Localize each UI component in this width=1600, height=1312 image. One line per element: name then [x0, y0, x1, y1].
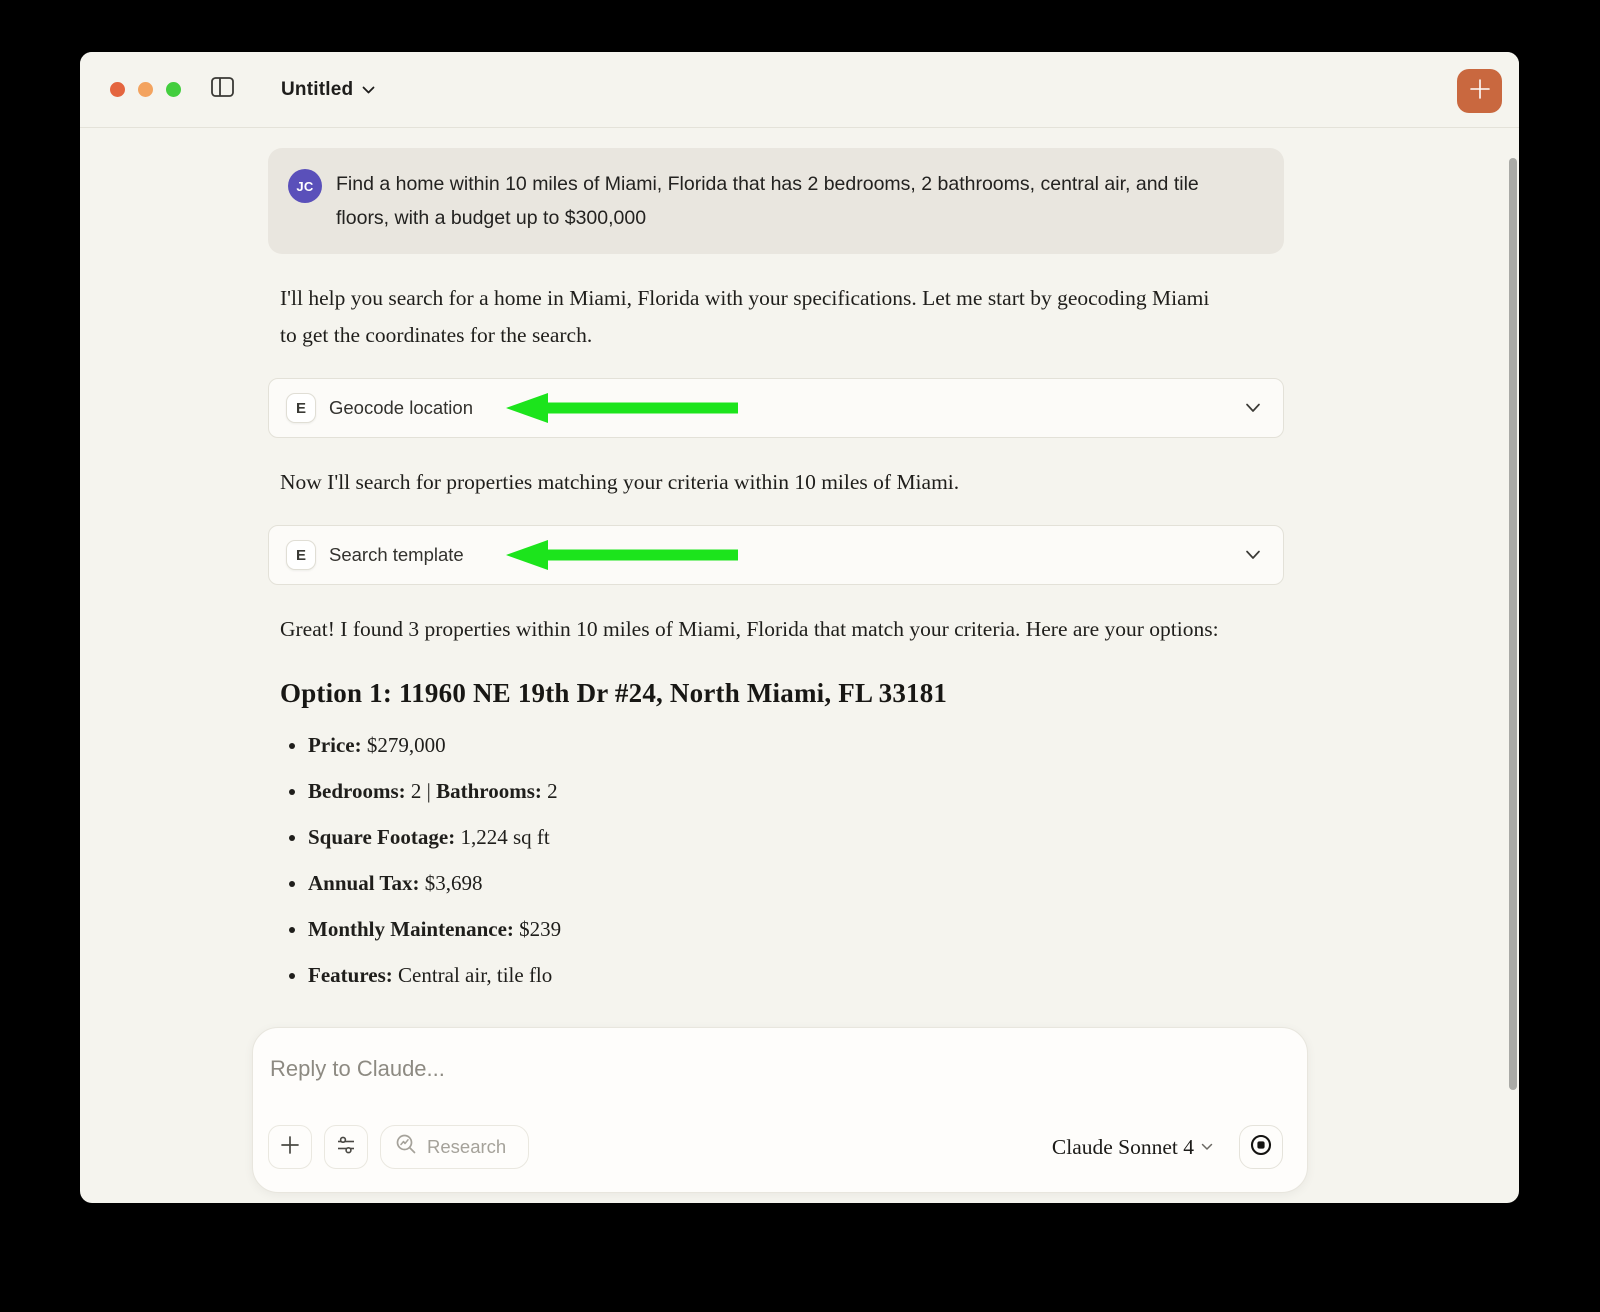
app-window: Untitled JC Find a home within 10 miles … — [80, 52, 1519, 1203]
scrollbar-thumb[interactable] — [1509, 158, 1517, 1090]
sidebar-icon — [211, 77, 234, 102]
sliders-icon — [335, 1134, 357, 1161]
annotation-arrow — [506, 540, 738, 570]
tool-badge: E — [286, 393, 316, 423]
reply-input[interactable]: Reply to Claude... — [270, 1056, 445, 1081]
chevron-down-icon[interactable] — [1245, 403, 1261, 413]
tool-card-geocode[interactable]: E Geocode location — [268, 378, 1284, 438]
assistant-paragraph-2: Now I'll search for properties matching … — [280, 470, 960, 494]
plus-icon — [279, 1134, 301, 1161]
model-label: Claude Sonnet 4 — [1051, 1134, 1194, 1159]
traffic-light-close[interactable] — [110, 82, 125, 97]
list-item: Monthly Maintenance: $239 — [308, 913, 1284, 946]
chevron-down-icon[interactable] — [1245, 550, 1261, 560]
option-list: Price: $279,000 Bedrooms: 2 | Bathrooms: … — [284, 729, 1284, 992]
option-heading: Option 1: 11960 NE 19th Dr #24, North Mi… — [280, 678, 948, 708]
new-chat-button[interactable] — [1457, 69, 1502, 113]
list-item: Price: $279,000 — [308, 729, 1284, 762]
arrow-head — [506, 540, 548, 570]
arrow-head — [506, 393, 548, 423]
composer-toolbar: Research Claude Sonnet 4 — [268, 1125, 1283, 1169]
list-item: Square Footage: 1,224 sq ft — [308, 821, 1284, 854]
title-bar: Untitled — [80, 52, 1519, 128]
tools-button[interactable] — [324, 1125, 368, 1169]
chevron-down-icon — [1201, 1138, 1213, 1156]
model-selector[interactable]: Claude Sonnet 4 — [1052, 1135, 1213, 1160]
research-icon — [395, 1133, 418, 1161]
sidebar-toggle-button[interactable] — [211, 77, 234, 102]
conversation-thread: JC Find a home within 10 miles of Miami,… — [268, 148, 1284, 992]
traffic-light-zoom[interactable] — [166, 82, 181, 97]
annotation-arrow — [506, 393, 738, 423]
avatar: JC — [288, 169, 322, 203]
list-item: Features: Central air, tile flo — [308, 959, 1284, 992]
arrow-shaft — [546, 402, 738, 414]
tool-badge: E — [286, 540, 316, 570]
conversation-title-menu[interactable]: Untitled — [281, 79, 375, 101]
page-title: Untitled — [281, 78, 354, 100]
reply-composer: Reply to Claude... — [252, 1027, 1308, 1193]
arrow-shaft — [546, 549, 738, 561]
assistant-paragraph-3: Great! I found 3 properties within 10 mi… — [280, 617, 1219, 641]
tool-card-search-template[interactable]: E Search template — [268, 525, 1284, 585]
plus-icon — [1469, 78, 1491, 105]
chevron-down-icon — [362, 81, 375, 99]
user-message-text: Find a home within 10 miles of Miami, Fl… — [336, 173, 1199, 229]
traffic-light-minimize[interactable] — [138, 82, 153, 97]
tool-label: Search template — [329, 544, 464, 565]
list-item: Bedrooms: 2 | Bathrooms: 2 — [308, 775, 1284, 808]
traffic-lights — [110, 82, 181, 97]
assistant-paragraph-1: I'll help you search for a home in Miami… — [280, 286, 1210, 347]
research-label: Research — [427, 1136, 507, 1157]
voice-mode-button[interactable] — [1239, 1125, 1283, 1169]
record-icon — [1248, 1132, 1274, 1163]
attach-button[interactable] — [268, 1125, 312, 1169]
list-item: Annual Tax: $3,698 — [308, 867, 1284, 900]
tool-label: Geocode location — [329, 397, 473, 418]
research-button[interactable]: Research — [380, 1125, 530, 1169]
user-message: JC Find a home within 10 miles of Miami,… — [268, 148, 1284, 254]
